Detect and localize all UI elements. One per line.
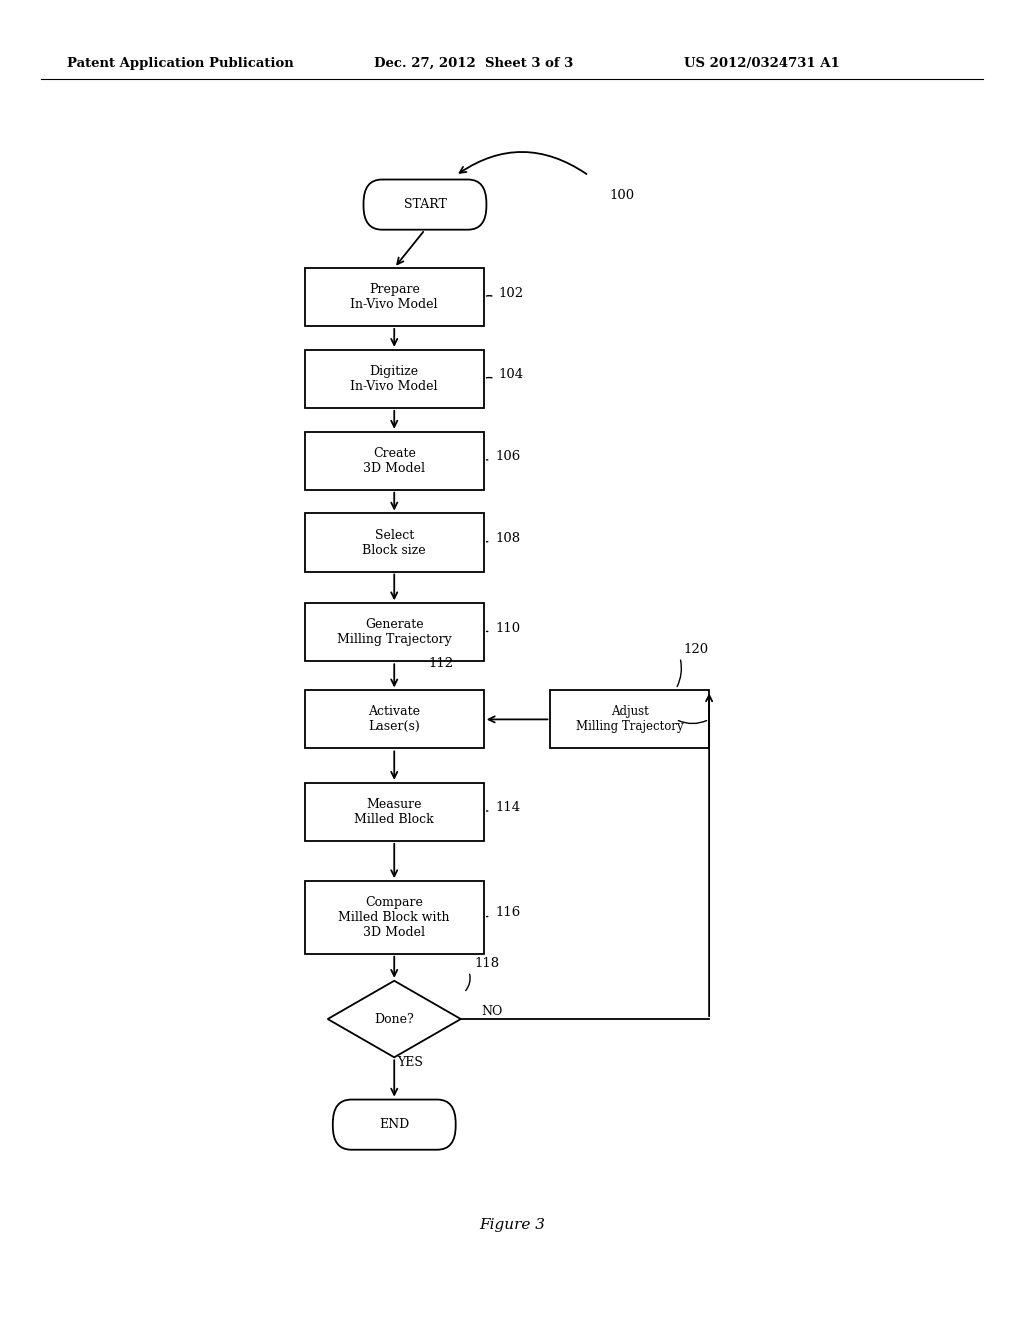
Bar bbox=[305, 513, 483, 572]
Bar bbox=[305, 783, 483, 841]
Text: Adjust
Milling Trajectory: Adjust Milling Trajectory bbox=[575, 705, 684, 734]
Bar bbox=[305, 432, 483, 490]
Text: 100: 100 bbox=[609, 189, 635, 202]
Text: Dec. 27, 2012  Sheet 3 of 3: Dec. 27, 2012 Sheet 3 of 3 bbox=[374, 57, 573, 70]
Text: Create
3D Model: Create 3D Model bbox=[364, 446, 425, 475]
Text: END: END bbox=[379, 1118, 410, 1131]
Text: 108: 108 bbox=[496, 532, 521, 545]
Text: 112: 112 bbox=[428, 657, 454, 671]
Text: US 2012/0324731 A1: US 2012/0324731 A1 bbox=[684, 57, 840, 70]
Text: Patent Application Publication: Patent Application Publication bbox=[67, 57, 293, 70]
Text: 118: 118 bbox=[474, 957, 500, 970]
Text: Prepare
In-Vivo Model: Prepare In-Vivo Model bbox=[350, 282, 438, 312]
Bar bbox=[305, 350, 483, 408]
Text: 120: 120 bbox=[683, 643, 709, 656]
Text: 106: 106 bbox=[496, 450, 521, 463]
FancyBboxPatch shape bbox=[364, 180, 486, 230]
Text: 104: 104 bbox=[499, 368, 524, 381]
Text: NO: NO bbox=[481, 1005, 503, 1018]
Bar bbox=[305, 882, 483, 953]
Text: Generate
Milling Trajectory: Generate Milling Trajectory bbox=[337, 618, 452, 647]
Text: Done?: Done? bbox=[375, 1012, 414, 1026]
FancyBboxPatch shape bbox=[333, 1100, 456, 1150]
Bar bbox=[305, 690, 483, 748]
Text: Activate
Laser(s): Activate Laser(s) bbox=[369, 705, 420, 734]
Text: YES: YES bbox=[397, 1056, 423, 1069]
Text: 116: 116 bbox=[496, 906, 521, 919]
Bar bbox=[305, 268, 483, 326]
Text: 114: 114 bbox=[496, 801, 521, 814]
Text: Digitize
In-Vivo Model: Digitize In-Vivo Model bbox=[350, 364, 438, 393]
Text: 102: 102 bbox=[499, 286, 524, 300]
Text: START: START bbox=[403, 198, 446, 211]
Text: Measure
Milled Block: Measure Milled Block bbox=[354, 797, 434, 826]
Bar bbox=[305, 603, 483, 661]
Text: 110: 110 bbox=[496, 622, 521, 635]
Text: Select
Block size: Select Block size bbox=[362, 528, 426, 557]
Text: Figure 3: Figure 3 bbox=[479, 1218, 545, 1232]
Text: Compare
Milled Block with
3D Model: Compare Milled Block with 3D Model bbox=[339, 896, 450, 939]
Polygon shape bbox=[328, 981, 461, 1057]
Bar bbox=[551, 690, 709, 748]
